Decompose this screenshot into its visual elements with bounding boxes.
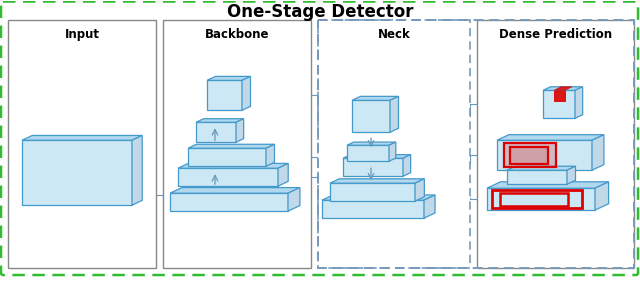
Polygon shape (352, 100, 390, 132)
Polygon shape (343, 158, 403, 176)
Polygon shape (347, 145, 389, 161)
Polygon shape (403, 155, 411, 176)
Polygon shape (352, 96, 399, 100)
Polygon shape (330, 179, 424, 183)
Polygon shape (266, 144, 275, 166)
Polygon shape (288, 187, 300, 211)
Polygon shape (567, 166, 575, 184)
Polygon shape (132, 135, 142, 205)
Text: Input: Input (65, 28, 99, 41)
Polygon shape (207, 80, 242, 110)
Bar (500, 193, 568, 206)
Bar (510, 147, 548, 164)
Polygon shape (507, 166, 575, 170)
Polygon shape (207, 76, 250, 80)
Polygon shape (278, 163, 288, 186)
Polygon shape (415, 179, 424, 201)
Text: Dense Prediction: Dense Prediction (499, 28, 612, 41)
Bar (477, 20, 634, 268)
Bar (492, 190, 582, 208)
Polygon shape (322, 200, 424, 218)
Polygon shape (487, 188, 595, 210)
Polygon shape (170, 193, 288, 211)
Bar (8, 20, 156, 268)
Polygon shape (497, 135, 604, 140)
Text: Neck: Neck (378, 28, 410, 41)
Polygon shape (592, 135, 604, 170)
Polygon shape (188, 148, 266, 166)
Polygon shape (347, 142, 396, 145)
Polygon shape (424, 195, 435, 218)
Polygon shape (330, 183, 415, 201)
Polygon shape (236, 119, 244, 142)
Polygon shape (543, 90, 575, 118)
Polygon shape (507, 170, 567, 184)
Bar (554, 91, 565, 101)
Polygon shape (554, 87, 572, 90)
Polygon shape (178, 168, 278, 186)
Polygon shape (390, 96, 399, 132)
Bar (163, 20, 311, 268)
Polygon shape (188, 144, 275, 148)
Polygon shape (487, 182, 609, 188)
Polygon shape (543, 87, 582, 90)
Polygon shape (575, 87, 582, 118)
Bar (318, 20, 634, 268)
Bar (504, 143, 556, 167)
Polygon shape (178, 163, 288, 168)
Polygon shape (22, 140, 132, 205)
Polygon shape (322, 195, 435, 200)
Polygon shape (389, 142, 396, 161)
Polygon shape (22, 135, 142, 140)
Polygon shape (343, 155, 411, 158)
Polygon shape (242, 76, 250, 110)
Polygon shape (595, 182, 609, 210)
Polygon shape (170, 187, 300, 193)
Polygon shape (196, 119, 244, 122)
Text: Backbone: Backbone (205, 28, 269, 41)
Polygon shape (196, 122, 236, 142)
Polygon shape (497, 140, 592, 170)
Text: One-Stage Detector: One-Stage Detector (227, 3, 413, 20)
Bar (318, 20, 470, 268)
